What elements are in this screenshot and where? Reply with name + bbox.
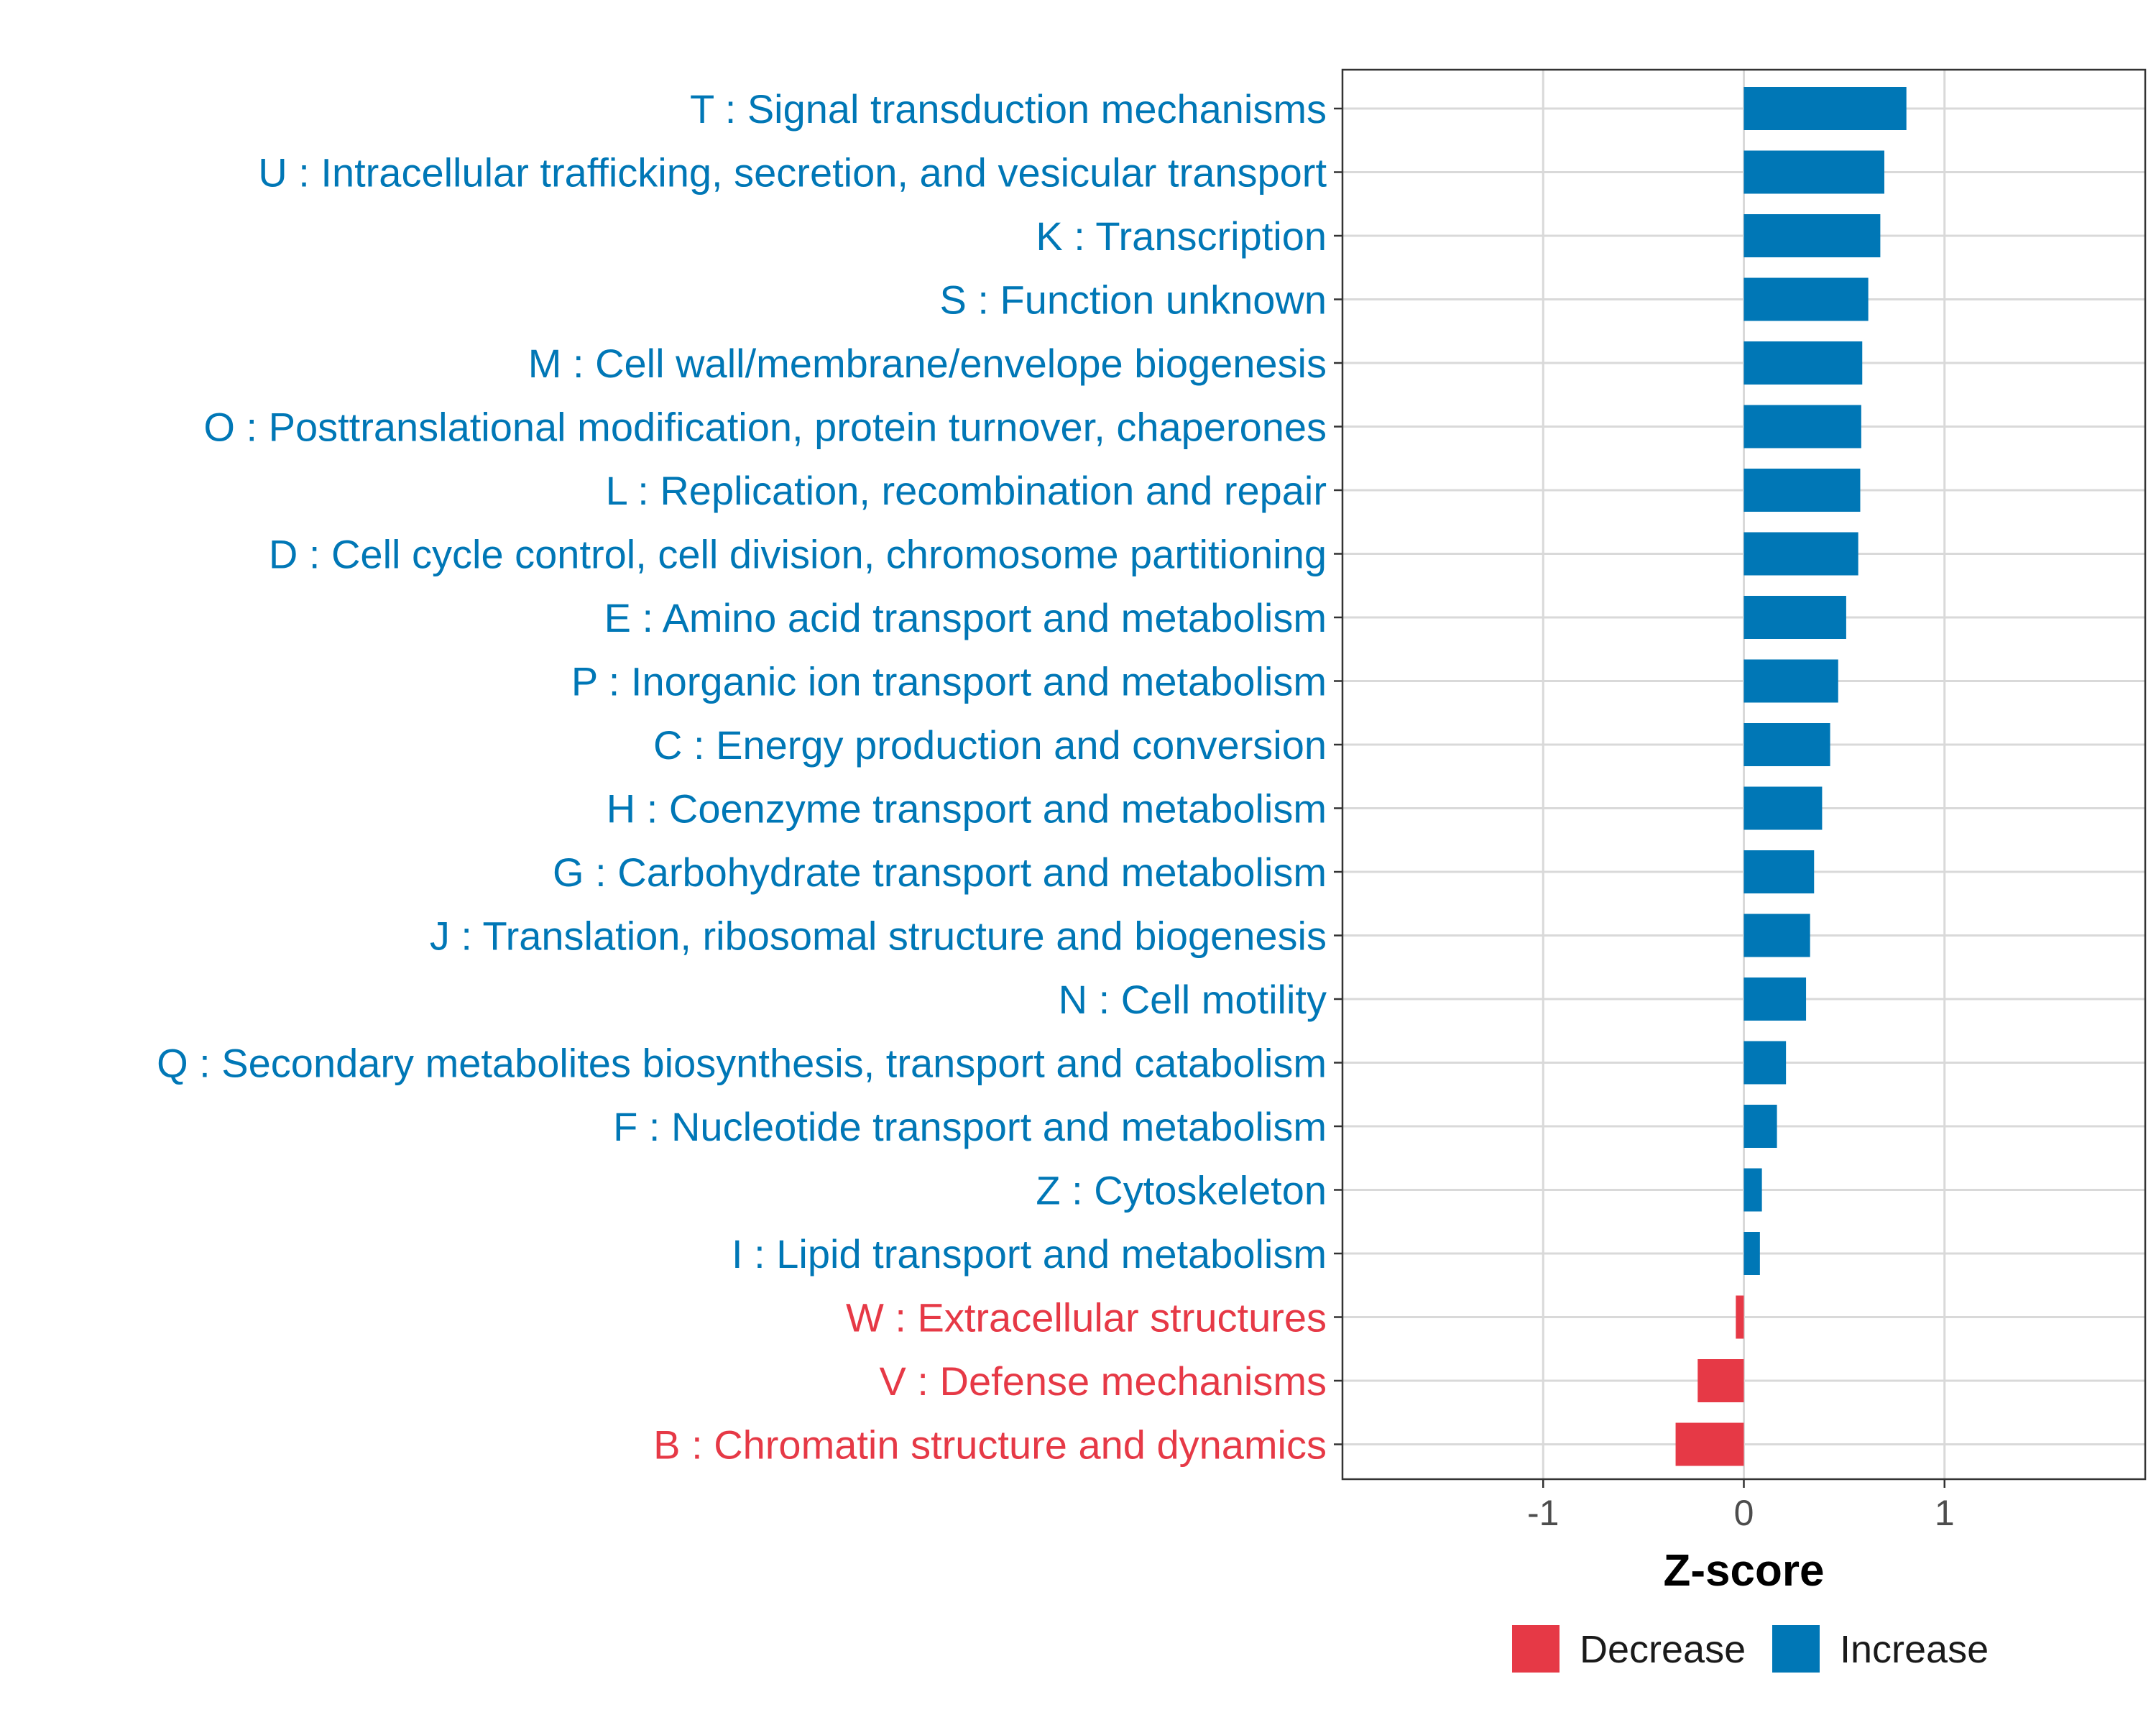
x-axis-ticks: -1 0 1 bbox=[1527, 1479, 1955, 1533]
legend-key-decrease bbox=[1512, 1625, 1560, 1673]
x-tick-label: 0 bbox=[1734, 1493, 1754, 1533]
bar bbox=[1743, 1105, 1777, 1148]
bar bbox=[1743, 723, 1830, 766]
category-label: J : Translation, ribosomal structure and… bbox=[430, 914, 1327, 959]
bar bbox=[1743, 341, 1863, 385]
category-label: F : Nucleotide transport and metabolism bbox=[613, 1104, 1327, 1149]
bar bbox=[1743, 1041, 1787, 1085]
category-label: I : Lipid transport and metabolism bbox=[732, 1231, 1327, 1276]
category-label: D : Cell cycle control, cell division, c… bbox=[269, 532, 1327, 577]
category-label: C : Energy production and conversion bbox=[653, 722, 1327, 768]
bar bbox=[1743, 277, 1869, 321]
bar bbox=[1743, 532, 1858, 576]
category-labels: T : Signal transduction mechanisms U : In… bbox=[157, 86, 1327, 1468]
bar bbox=[1743, 1168, 1762, 1212]
legend-key-increase bbox=[1772, 1625, 1820, 1673]
category-label: O : Posttranslational modification, prot… bbox=[203, 405, 1327, 450]
category-label: K : Transcription bbox=[1036, 213, 1327, 259]
bar bbox=[1743, 596, 1846, 639]
category-label: Z : Cytoskeleton bbox=[1036, 1168, 1327, 1213]
bar bbox=[1743, 659, 1838, 703]
bar bbox=[1743, 786, 1823, 830]
bars bbox=[1675, 87, 1907, 1466]
category-label: M : Cell wall/membrane/envelope biogenes… bbox=[528, 341, 1327, 386]
bar bbox=[1743, 405, 1861, 448]
bar bbox=[1743, 1232, 1760, 1275]
category-label: G : Carbohydrate transport and metabolis… bbox=[553, 850, 1327, 895]
bar bbox=[1743, 914, 1810, 957]
bar bbox=[1743, 978, 1807, 1021]
category-label: T : Signal transduction mechanisms bbox=[690, 86, 1327, 132]
category-label: Q : Secondary metabolites biosynthesis, … bbox=[157, 1041, 1327, 1086]
bar bbox=[1743, 214, 1881, 257]
bar bbox=[1743, 87, 1907, 130]
bar bbox=[1736, 1295, 1744, 1339]
x-tick-label: -1 bbox=[1527, 1493, 1559, 1533]
category-label: L : Replication, recombination and repai… bbox=[606, 468, 1327, 513]
legend-label-decrease: Decrease bbox=[1580, 1628, 1746, 1671]
x-tick-label: 1 bbox=[1935, 1493, 1955, 1533]
bar bbox=[1743, 150, 1884, 194]
category-label: P : Inorganic ion transport and metaboli… bbox=[571, 659, 1327, 704]
bar bbox=[1743, 850, 1815, 893]
category-label: W : Extracellular structures bbox=[846, 1295, 1327, 1340]
bar bbox=[1675, 1422, 1744, 1466]
category-label: U : Intracellular trafficking, secretion… bbox=[258, 150, 1327, 196]
bar bbox=[1743, 469, 1861, 512]
category-label: S : Function unknown bbox=[939, 277, 1327, 323]
category-label: E : Amino acid transport and metabolism bbox=[604, 595, 1327, 640]
y-axis-ticks bbox=[1334, 107, 1342, 1445]
category-label: H : Coenzyme transport and metabolism bbox=[607, 786, 1327, 832]
x-axis-title: Z-score bbox=[1664, 1546, 1825, 1596]
category-label: V : Defense mechanisms bbox=[880, 1358, 1327, 1404]
category-label: B : Chromatin structure and dynamics bbox=[653, 1422, 1327, 1468]
legend: Decrease Increase bbox=[1512, 1625, 1989, 1673]
legend-label-increase: Increase bbox=[1840, 1628, 1989, 1671]
category-label: N : Cell motility bbox=[1059, 977, 1327, 1022]
bar bbox=[1697, 1359, 1744, 1402]
